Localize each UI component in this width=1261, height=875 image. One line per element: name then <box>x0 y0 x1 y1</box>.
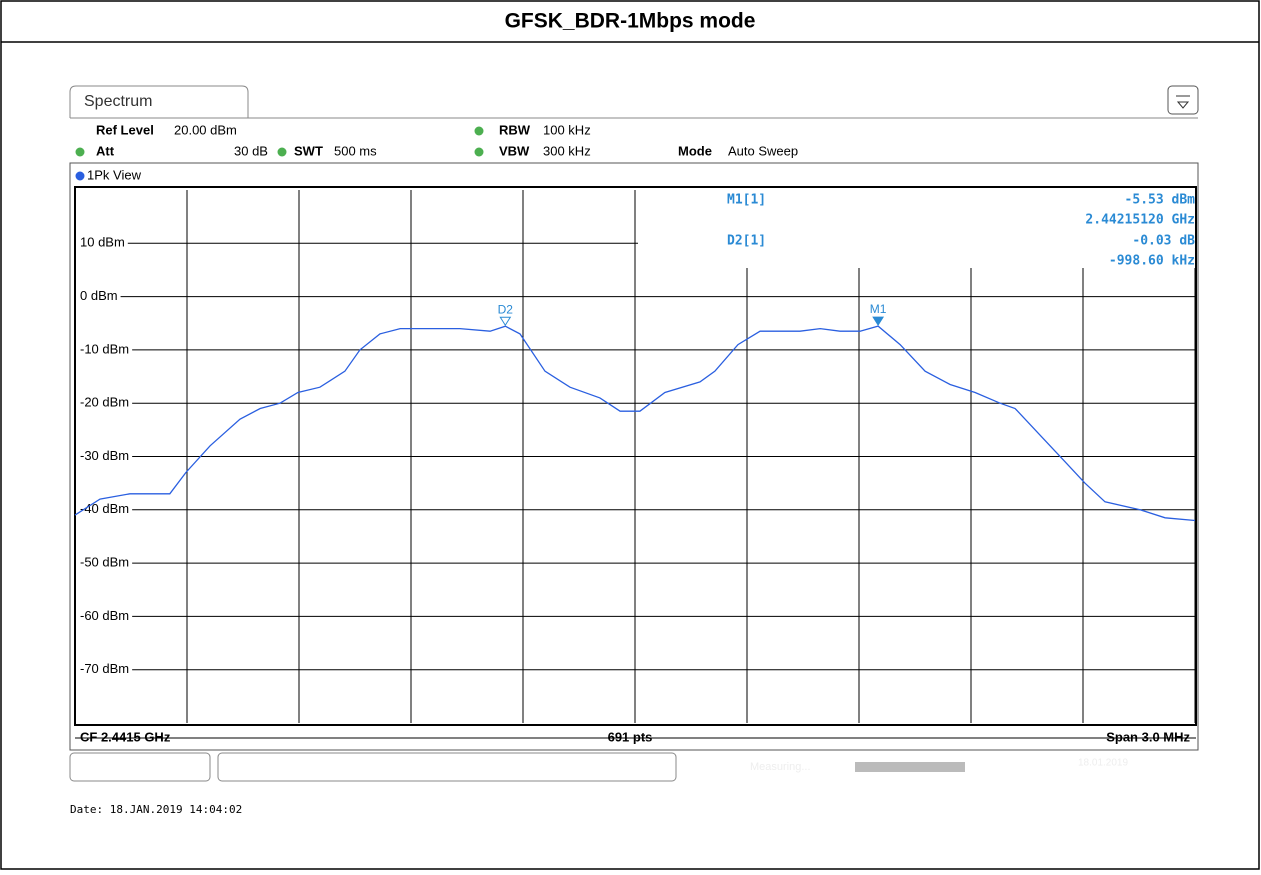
title: GFSK_BDR-1Mbps mode <box>505 10 756 33</box>
marker-label: M1 <box>870 302 887 316</box>
ref-level: 20.00 dBm <box>174 122 237 137</box>
tick-bg <box>76 447 133 463</box>
readout: -0.03 dB <box>1132 234 1195 249</box>
readout: D2[1] <box>727 234 766 249</box>
y-tick-label: -60 dBm <box>80 608 129 623</box>
y-tick-label: 0 dBm <box>80 288 118 303</box>
led <box>474 126 484 136</box>
vbw-label: VBW <box>499 143 530 158</box>
readout: -998.60 kHz <box>1109 254 1195 269</box>
swt: 500 ms <box>334 143 377 158</box>
swt-label: SWT <box>294 143 323 158</box>
tick-bg <box>76 661 133 677</box>
y-tick-label: -40 dBm <box>80 501 129 516</box>
led <box>474 147 484 157</box>
y-tick-label: -50 dBm <box>80 555 129 570</box>
menu-glyph <box>1176 95 1190 109</box>
status-box <box>69 752 211 782</box>
marker-label: D2 <box>498 302 514 316</box>
status-date: 18.01.2019 <box>1078 758 1128 769</box>
tab-label: Spectrum <box>84 93 152 110</box>
status: Measuring... <box>750 761 811 773</box>
date: Date: 18.JAN.2019 14:04:02 <box>70 803 242 816</box>
y-tick-label: -70 dBm <box>80 661 129 676</box>
mode-label: Mode <box>678 143 712 158</box>
menu-icon[interactable] <box>1167 85 1199 115</box>
rbw: 100 kHz <box>543 122 591 137</box>
y-tick-label: -30 dBm <box>80 448 129 463</box>
ref-level-label: Ref Level <box>96 122 154 137</box>
trace <box>74 325 1196 522</box>
att: 30 dB <box>234 143 268 158</box>
tick-bg <box>76 607 133 623</box>
rbw-label: RBW <box>499 122 531 137</box>
readout: -5.53 dBm <box>1125 193 1196 208</box>
marker <box>499 316 512 327</box>
view-label: 1Pk View <box>87 167 142 182</box>
tab <box>69 85 249 118</box>
tick-bg <box>76 341 133 357</box>
att-label: Att <box>96 143 115 158</box>
vbw: 300 kHz <box>543 143 591 158</box>
tick-bg <box>76 554 133 570</box>
cf: CF 2.4415 GHz <box>80 729 171 744</box>
readout-bg <box>638 190 1195 268</box>
marker <box>872 316 885 327</box>
mode: Auto Sweep <box>728 143 798 158</box>
progress <box>855 762 965 772</box>
readout: M1[1] <box>727 193 766 208</box>
y-tick-label: 10 dBm <box>80 235 125 250</box>
readout: 2.44215120 GHz <box>1085 213 1195 228</box>
status-box <box>217 752 677 782</box>
y-tick-label: -10 dBm <box>80 341 129 356</box>
led <box>277 147 287 157</box>
plot: M1 D2 M1[1] -5.53 dBm 2.44215120 GHz D2[1] -0.… <box>74 193 1196 522</box>
tick-bg <box>76 234 128 250</box>
span: Span 3.0 MHz <box>1106 729 1190 744</box>
tick-bg <box>76 394 133 410</box>
pts: 691 pts <box>608 729 653 744</box>
tick-bg <box>76 288 121 304</box>
led <box>75 147 85 157</box>
trace-led <box>74 170 86 182</box>
y-tick-label: -20 dBm <box>80 395 129 410</box>
